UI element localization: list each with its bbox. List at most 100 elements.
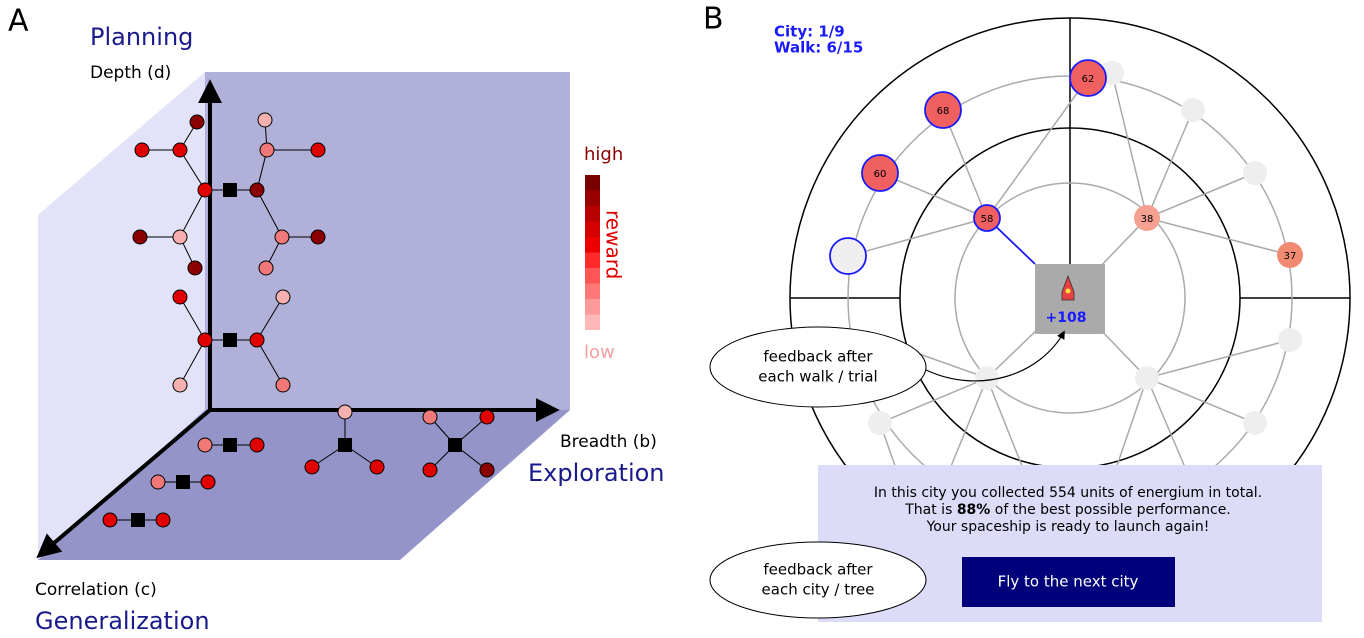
edge	[879, 377, 988, 424]
tree-node	[249, 182, 265, 198]
summary-text: In this city you collected 554 units of …	[874, 485, 1262, 501]
next-city-button[interactable]: Fly to the next city	[962, 557, 1175, 607]
edge	[847, 217, 988, 257]
visited-node	[1277, 242, 1303, 268]
axis-concept: Planning	[90, 23, 193, 51]
tree-node	[200, 474, 216, 490]
edge	[1146, 377, 1256, 424]
callout	[709, 326, 927, 408]
panel-a: A Planning Depth (d) Breadth (b) Explora…	[8, 4, 665, 636]
legend-swatch	[585, 175, 600, 191]
tree-node	[189, 114, 205, 130]
floor-plane	[38, 410, 570, 560]
visited-node	[924, 91, 962, 129]
unvisited-node	[868, 411, 892, 435]
color-legend	[585, 175, 600, 330]
tree-node	[422, 462, 438, 478]
edge	[879, 172, 988, 219]
node-reward: 68	[937, 106, 950, 117]
tree-root	[176, 475, 190, 489]
button-bg[interactable]	[962, 557, 1175, 607]
tree-root	[223, 183, 237, 197]
button-label[interactable]: Fly to the next city	[998, 573, 1139, 591]
legend-swatch	[585, 268, 600, 284]
tree-node	[249, 437, 265, 453]
callout	[709, 541, 927, 619]
tree-edge	[256, 189, 283, 238]
tree-root	[223, 438, 237, 452]
tree-node	[369, 459, 385, 475]
callout-text: feedback after	[763, 561, 873, 579]
tree-node	[479, 409, 495, 425]
node-reward: 60	[874, 169, 887, 180]
unvisited-node	[1135, 366, 1159, 390]
tree-node	[150, 474, 166, 490]
tree-root	[338, 438, 352, 452]
tree-node	[310, 142, 326, 158]
tree-node	[155, 512, 171, 528]
tree-node	[172, 229, 188, 245]
node-reward: 38	[1141, 214, 1154, 225]
tree-node	[310, 229, 326, 245]
tree-node	[102, 512, 118, 528]
back-plane	[205, 72, 570, 410]
tree-edge	[179, 149, 206, 191]
edge	[1146, 109, 1194, 219]
trees	[102, 112, 495, 528]
legend-swatch	[585, 252, 600, 268]
callout-text: each walk / trial	[758, 368, 877, 386]
legend-swatch	[585, 221, 600, 237]
tree-node	[172, 377, 188, 393]
tree-node	[479, 462, 495, 478]
legend-low: low	[584, 342, 615, 363]
tree-edge	[179, 296, 206, 341]
callout-text: each city / tree	[762, 581, 875, 599]
tree-node	[172, 289, 188, 305]
node-reward: 62	[1082, 74, 1095, 85]
walk-feedback: +108	[1046, 310, 1087, 326]
edge	[1146, 339, 1291, 379]
node-reward: 37	[1284, 251, 1297, 262]
tree-node	[274, 229, 290, 245]
legend-swatch	[585, 206, 600, 222]
summary-text: Your spaceship is ready to launch again!	[926, 519, 1210, 535]
tree-node	[187, 260, 203, 276]
edge	[1146, 217, 1291, 256]
legend-title: reward	[602, 210, 626, 279]
tree-edge	[179, 339, 206, 386]
visited-node	[1134, 205, 1160, 231]
legend-swatch	[585, 299, 600, 315]
edge	[986, 77, 1089, 219]
summary-text: of the best possible performance.	[990, 502, 1230, 518]
visited-node	[1069, 59, 1107, 97]
city-counter: City: 1/9	[774, 23, 845, 41]
summary-emphasis: 88%	[957, 502, 991, 518]
walk-counter: Walk: 6/15	[774, 39, 863, 57]
unvisited-node	[1243, 411, 1267, 435]
tree-node	[275, 377, 291, 393]
nodes: 62 68 60 58 38 37	[829, 59, 1303, 498]
path-ring	[954, 182, 1186, 414]
tree-node	[249, 332, 265, 348]
tree-root	[131, 513, 145, 527]
edge	[942, 109, 988, 219]
callout-arrow	[925, 330, 1065, 382]
axis-label: Breadth (b)	[560, 432, 657, 452]
panel-label: B	[703, 2, 724, 37]
tree-node	[275, 289, 291, 305]
rocket-window	[1065, 288, 1071, 294]
legend-swatch	[585, 190, 600, 206]
node-reward: 58	[981, 214, 994, 225]
tree-node	[132, 229, 148, 245]
tree-node	[258, 260, 274, 276]
tree-node	[304, 459, 320, 475]
tree-edge	[256, 339, 284, 386]
visited-node	[973, 204, 1001, 232]
axis-label: Correlation (c)	[35, 580, 157, 600]
tree-node	[257, 112, 273, 128]
tree-root	[223, 333, 237, 347]
tree-node	[172, 142, 188, 158]
unvisited-node	[1278, 328, 1302, 352]
correlation-axis	[36, 408, 212, 559]
